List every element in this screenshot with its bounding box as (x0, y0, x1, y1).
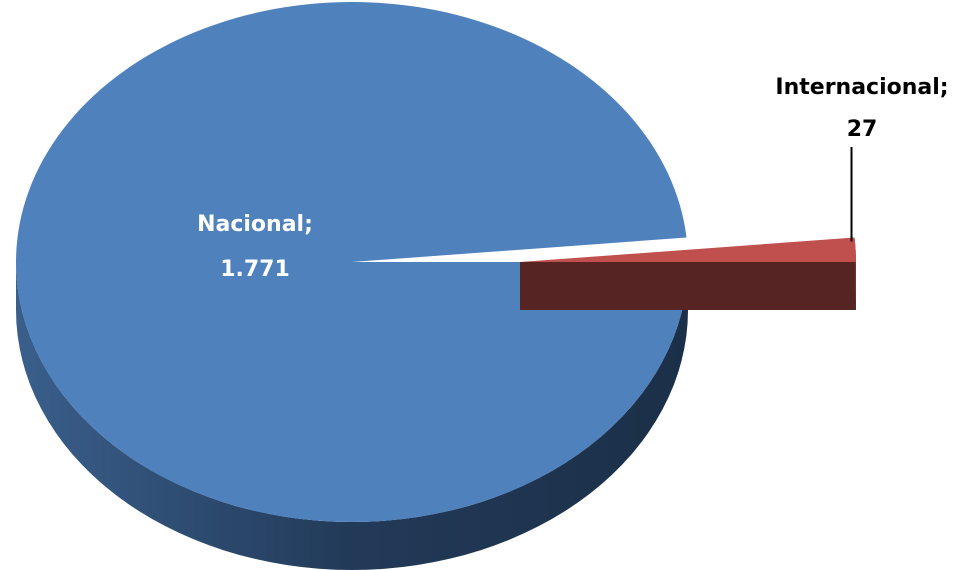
pie-slice (15, 2, 688, 523)
slice-label: Internacional; (775, 75, 948, 100)
slice-value-label: 27 (847, 117, 878, 142)
slice-label: Nacional; (197, 212, 313, 237)
plot-area: Nacional; 1.771 Internacional; 27 (15, 2, 949, 570)
slice-side (520, 262, 856, 310)
slice-side (16, 262, 688, 570)
pie-slice (520, 237, 856, 262)
slice-value-label: 1.771 (220, 257, 290, 282)
